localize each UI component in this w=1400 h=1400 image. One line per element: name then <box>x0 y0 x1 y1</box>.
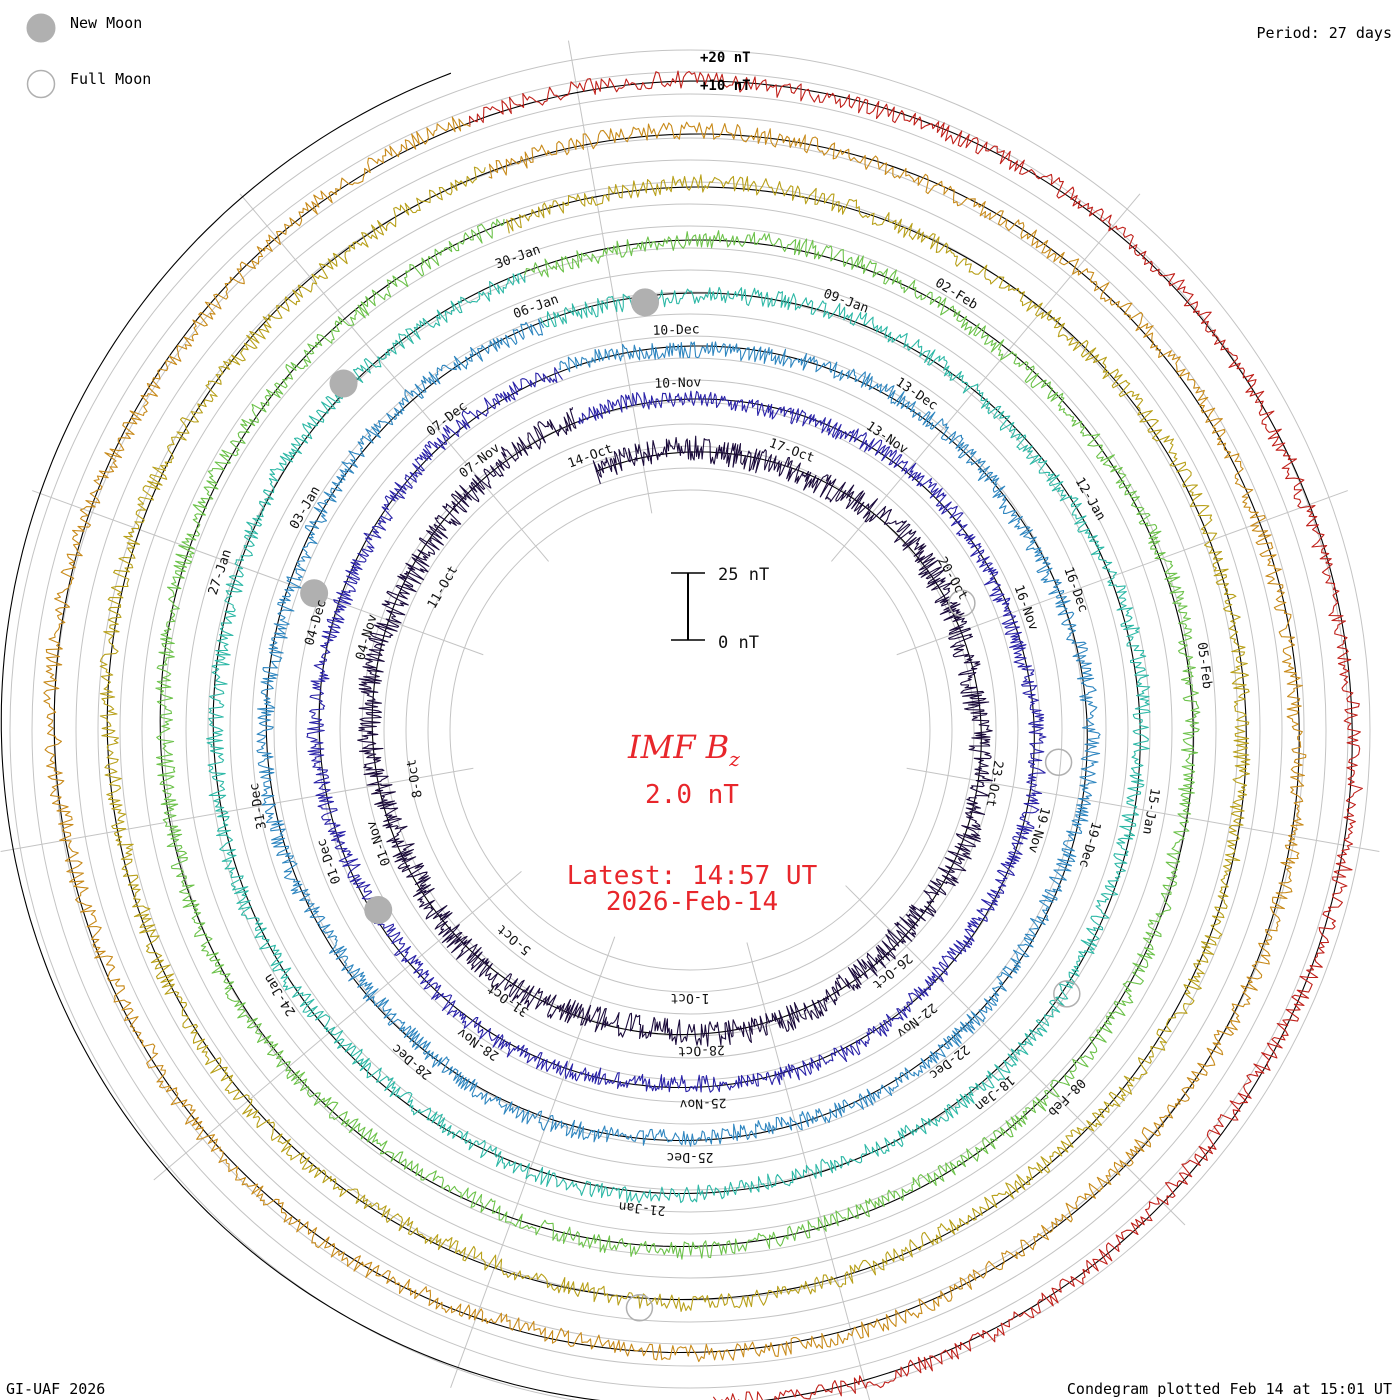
new-moon-marker <box>631 288 660 317</box>
date-label: 09-Jan <box>821 287 870 317</box>
ref-label-plus10: +10 nT <box>700 78 751 94</box>
baseline-spiral <box>265 321 1088 1142</box>
grid-spoke <box>906 767 1380 853</box>
credit-label: GI-UAF 2026 <box>6 1380 106 1398</box>
date-label: 11-Oct <box>425 563 461 611</box>
grid-ring <box>141 181 1239 1279</box>
grid-ring <box>9 49 1371 1400</box>
baseline-rings <box>0 72 1353 1400</box>
date-label: 1-Oct <box>670 990 709 1005</box>
grid-ring <box>185 225 1195 1235</box>
grid-spoke <box>450 936 616 1388</box>
new-moon-marker <box>329 369 358 398</box>
grid-ring <box>251 291 1129 1169</box>
trace-6 <box>99 166 1251 1313</box>
period-label: Period: 27 days <box>1256 24 1392 42</box>
ref-label-plus20: +20 nT <box>700 50 751 66</box>
new-moon-legend-label: New Moon <box>70 14 143 32</box>
grid-spoke <box>896 490 1348 656</box>
grid-spoke <box>239 193 549 562</box>
grid-ring <box>207 247 1173 1213</box>
date-label: 8-Oct <box>404 758 426 799</box>
date-label: 03-Jan <box>287 484 323 532</box>
grid-spoke <box>0 767 474 853</box>
grid-rings <box>9 49 1371 1400</box>
new-moon-legend-icon <box>26 13 56 43</box>
date-label: 25-Dec <box>667 1149 714 1164</box>
date-label: 10-Dec <box>652 322 699 339</box>
grid-ring <box>163 203 1217 1257</box>
trace-5 <box>155 218 1201 1260</box>
grid-ring <box>75 115 1305 1345</box>
trace-7 <box>43 116 1307 1363</box>
data-traces <box>43 70 1363 1400</box>
grid-ring <box>383 423 997 1037</box>
plotted-timestamp: Condegram plotted Feb 14 at 15:01 UT <box>1066 1380 1392 1398</box>
trace-2 <box>306 367 1047 1093</box>
latest-time: Latest: 14:57 UT <box>567 861 818 891</box>
scale-bottom-label: 0 nT <box>718 633 759 653</box>
center-title-main: IMF B <box>627 728 729 766</box>
date-label: 04-Dec <box>302 598 329 647</box>
baseline-spiral <box>0 72 1353 1400</box>
scale-bar: 25 nT 0 nT <box>671 565 769 653</box>
date-label: 10-Nov <box>654 375 702 392</box>
full-moon-legend-icon <box>26 69 56 99</box>
trace-1 <box>357 407 993 1047</box>
date-label: 5-Oct <box>495 921 535 958</box>
grid-ring <box>229 269 1151 1191</box>
full-moon-marker <box>1044 748 1073 776</box>
grid-spoke <box>831 193 1141 562</box>
date-label: 28-Oct <box>677 1042 724 1059</box>
center-title-sub: z <box>728 747 740 771</box>
trace-3 <box>256 318 1101 1147</box>
trace-4 <box>206 273 1151 1204</box>
scale-top-label: 25 nT <box>718 565 769 585</box>
date-label: 24-Jan <box>261 971 299 1019</box>
date-label: 05-Feb <box>1194 641 1215 690</box>
grid-spoke <box>32 490 484 656</box>
full-moon-marker <box>1053 980 1081 1008</box>
latest-date: 2026-Feb-14 <box>606 887 778 917</box>
baseline-spiral <box>106 172 1247 1301</box>
grid-ring <box>449 489 931 971</box>
moon-markers <box>300 288 1081 1322</box>
center-title: IMF Bz <box>627 728 740 771</box>
baseline-spiral <box>371 421 982 1036</box>
grid-ring <box>97 137 1283 1323</box>
grid-spoke <box>567 40 653 514</box>
date-label: 22-Nov <box>893 999 939 1040</box>
date-label: 21-Jan <box>618 1198 666 1218</box>
full-moon-marker <box>625 1294 654 1322</box>
grid-ring <box>427 467 953 993</box>
full-moon-marker <box>948 589 976 617</box>
baseline-spiral <box>53 122 1300 1354</box>
date-label: 18-Jan <box>972 1072 1018 1114</box>
new-moon-marker <box>300 579 329 608</box>
full-moon-legend-label: Full Moon <box>70 70 152 88</box>
grid-ring <box>295 335 1085 1125</box>
trace-8 <box>468 70 1363 1400</box>
date-label: 02-Feb <box>932 276 980 313</box>
new-moon-marker <box>364 896 393 924</box>
grid-spoke <box>845 885 1186 1226</box>
center-value: 2.0 nT <box>645 780 739 810</box>
grid-ring <box>119 159 1261 1301</box>
grid-spoke <box>153 871 522 1181</box>
date-label: 25-Nov <box>679 1095 727 1112</box>
